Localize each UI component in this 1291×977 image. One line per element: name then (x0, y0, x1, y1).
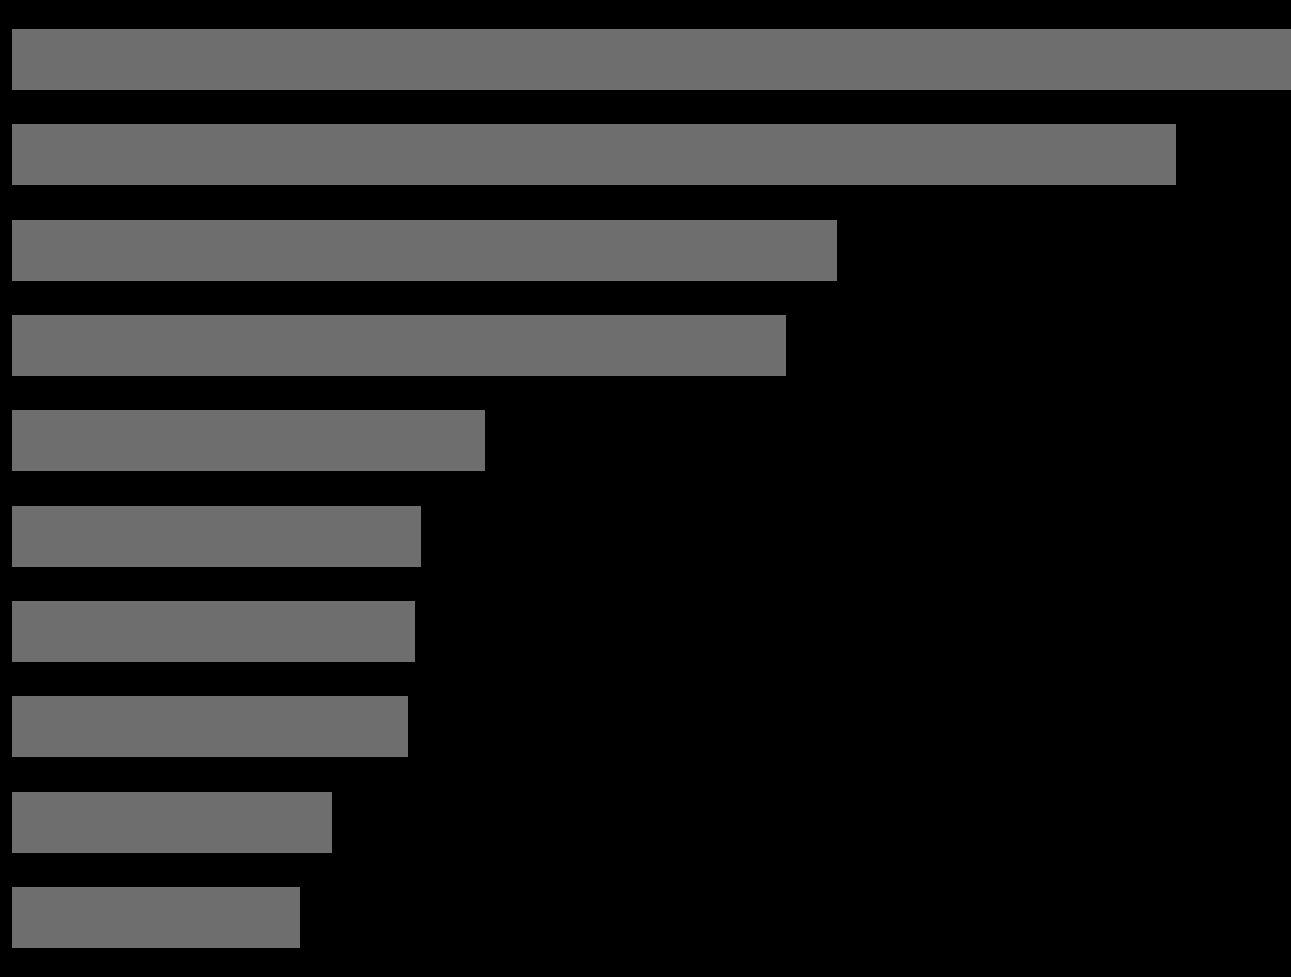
bar (12, 696, 408, 757)
bar (12, 601, 415, 662)
bar (12, 410, 485, 471)
bar-row (12, 107, 1291, 202)
bar (12, 506, 421, 567)
bar (12, 29, 1291, 90)
bar (12, 315, 786, 376)
bar-row (12, 870, 1291, 965)
bar-row (12, 488, 1291, 583)
bar-row (12, 393, 1291, 488)
bar-row (12, 679, 1291, 774)
bar (12, 220, 837, 281)
bar-row (12, 584, 1291, 679)
bar-row (12, 203, 1291, 298)
bar (12, 887, 300, 948)
bar-row (12, 12, 1291, 107)
horizontal-bar-chart (12, 12, 1291, 965)
bar-row (12, 298, 1291, 393)
bar-row (12, 774, 1291, 869)
bar (12, 792, 332, 853)
bar (12, 124, 1176, 185)
